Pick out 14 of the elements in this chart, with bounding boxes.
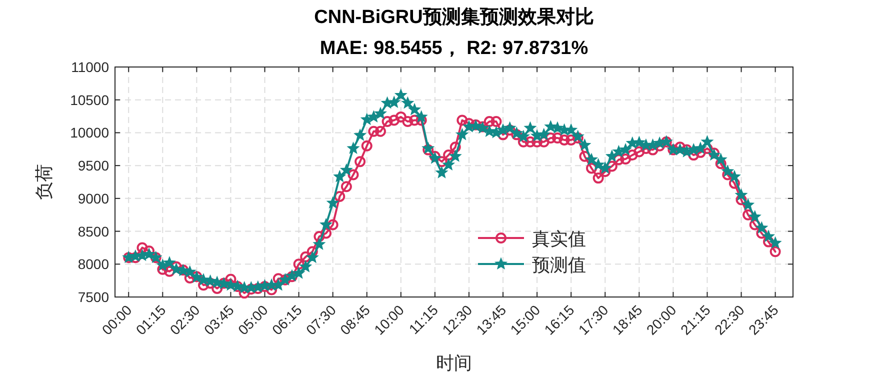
legend-label: 预测值 xyxy=(532,255,586,276)
chart-subtitle: MAE: 98.5455， R2: 97.8731% xyxy=(320,38,588,59)
y-tick-label: 9000 xyxy=(78,190,110,206)
y-tick-label: 7500 xyxy=(78,289,110,305)
y-tick-label: 8500 xyxy=(78,223,110,240)
y-axis-title: 负荷 xyxy=(34,164,55,200)
chart-title: CNN-BiGRU预测集预测效果对比 xyxy=(314,6,594,28)
legend-label: 真实值 xyxy=(532,229,586,250)
y-tick-label: 10000 xyxy=(70,124,110,141)
y-tick-label: 11000 xyxy=(71,59,110,75)
y-tick-label: 10500 xyxy=(70,92,110,108)
y-tick-label: 8000 xyxy=(78,256,110,272)
x-axis-title: 时间 xyxy=(436,353,472,374)
y-tick-label: 9500 xyxy=(78,158,110,174)
